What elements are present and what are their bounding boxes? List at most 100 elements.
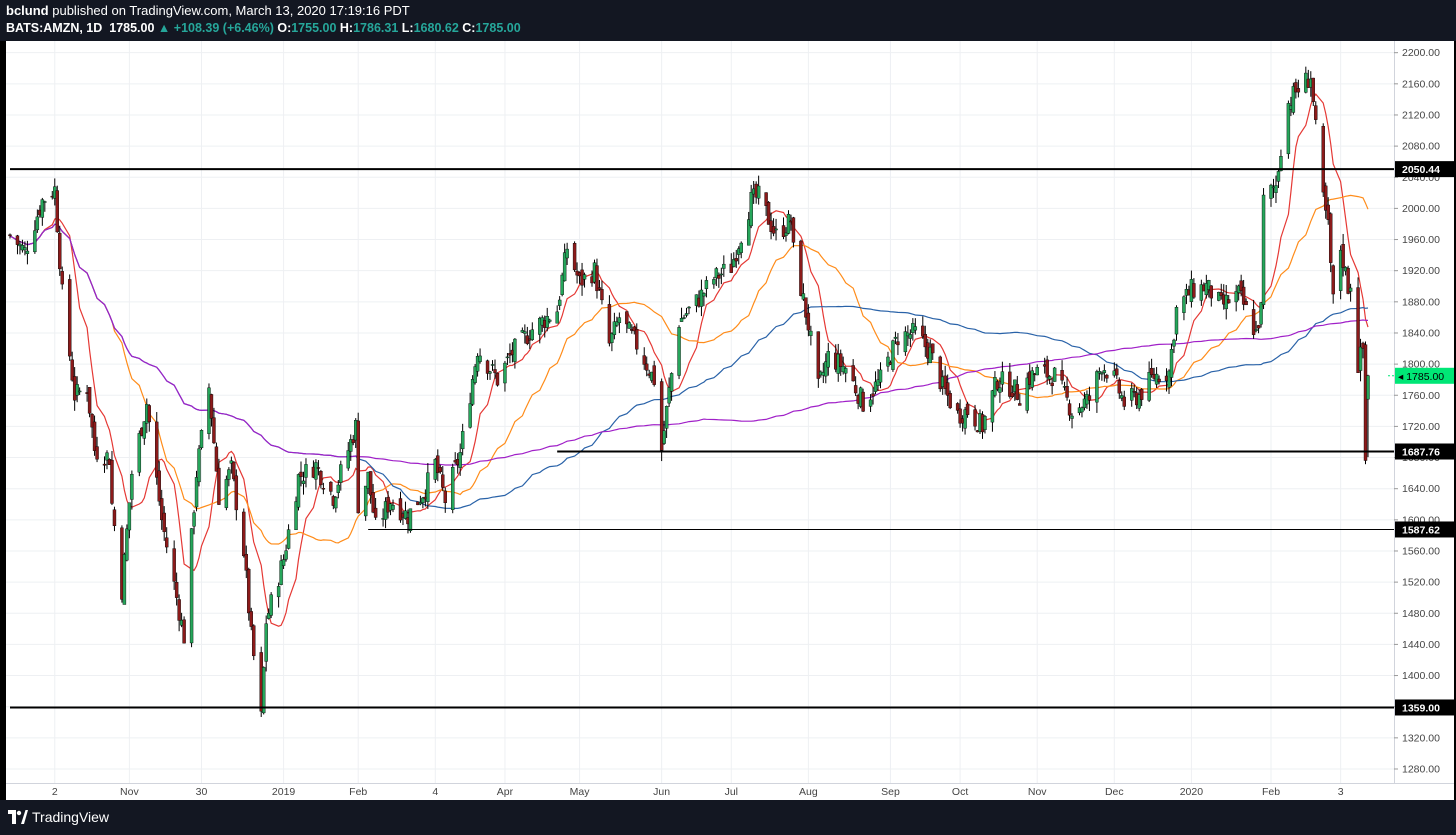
candle-body [368, 471, 373, 496]
candle-body [995, 381, 1000, 390]
candle-body [1291, 86, 1296, 113]
candle-body [746, 219, 751, 246]
level-price-box [1395, 699, 1454, 716]
candle-body [314, 462, 318, 480]
candle-body [214, 446, 219, 472]
candle-body [475, 356, 480, 372]
open-label: O: [277, 21, 292, 35]
candle-body [1209, 285, 1214, 299]
brand-name[interactable]: TradingView [32, 809, 110, 825]
candle-body [351, 439, 355, 443]
candle-body [878, 369, 883, 383]
candle-body [33, 230, 37, 253]
candle-body [284, 550, 288, 560]
time-tick-label: Sep [881, 786, 900, 798]
candle-body [75, 384, 79, 396]
price-tick-label: 1880.00 [1402, 296, 1440, 308]
candle-body [299, 471, 303, 478]
candle-body [1147, 372, 1151, 401]
candle-body [963, 409, 967, 429]
candle-body [669, 373, 674, 392]
candle-body [873, 381, 878, 392]
candle-body [861, 391, 865, 412]
candle-body [1169, 349, 1174, 378]
candle-body [597, 287, 602, 290]
candle-body [973, 409, 977, 427]
candle-body [485, 360, 490, 374]
candle-body [739, 242, 743, 253]
candle-body [363, 485, 368, 517]
candle-body [1130, 388, 1134, 401]
level-price-box [1395, 161, 1454, 178]
moving-average-line [9, 93, 1369, 627]
candle-body [1294, 82, 1298, 93]
level-price-label: 1587.62 [1402, 524, 1440, 536]
candle-body [1100, 372, 1104, 375]
level-price-box [1395, 521, 1454, 538]
candle-body [232, 461, 236, 480]
candle-body [349, 439, 353, 452]
moving-averages [9, 93, 1369, 627]
candle-body [460, 431, 465, 450]
moving-average-line [9, 223, 1369, 466]
price-chart[interactable]: 1280.001320.001360.001400.001440.001480.… [6, 41, 1454, 800]
candle-body [1052, 367, 1057, 382]
candle-body [1045, 359, 1049, 378]
candle-body [719, 273, 724, 276]
candle-body [764, 192, 768, 206]
candle-body [339, 464, 343, 483]
candle-body [495, 372, 500, 386]
tradingview-logo-icon [8, 810, 28, 824]
candle-body [667, 387, 671, 404]
candle-body [1276, 171, 1281, 182]
candles [8, 66, 1370, 718]
candle-body [197, 448, 201, 483]
candle-body [418, 502, 423, 505]
candle-body [1000, 371, 1005, 385]
candle-body [732, 259, 736, 267]
candle-body [1207, 279, 1211, 290]
candle-body [1065, 386, 1069, 398]
candle-body [662, 430, 666, 444]
candle-body [137, 433, 142, 473]
high-label: H: [339, 21, 354, 35]
candle-body [679, 318, 684, 322]
candle-body [304, 464, 308, 478]
candle-body [1095, 371, 1099, 403]
level-price-label: 1359.00 [1402, 702, 1440, 714]
time-tick-label: May [570, 786, 591, 798]
candle-body [545, 316, 549, 328]
candle-body [1356, 287, 1360, 373]
candle-body [809, 330, 813, 336]
candle-body [294, 501, 298, 531]
candle-body [15, 235, 20, 245]
chart-area[interactable]: 1280.001320.001360.001400.001440.001480.… [6, 41, 1454, 800]
candle-body [1259, 302, 1263, 325]
symbol-label[interactable]: BATS:AMZN, 1D [6, 21, 103, 35]
candle-body [1366, 375, 1370, 400]
candle-body [538, 317, 542, 335]
candle-body [329, 481, 333, 492]
price-tick-label: 1480.00 [1402, 608, 1440, 620]
grid-lines [6, 41, 1394, 783]
candle-body [102, 463, 107, 466]
author-name[interactable]: bclund [6, 3, 49, 18]
candle-body [562, 252, 567, 282]
high-value: 1786.31 [353, 21, 399, 35]
candle-body [908, 334, 913, 339]
candle-body [682, 317, 686, 319]
candle-body [1296, 88, 1301, 93]
candle-body [965, 403, 970, 415]
candle-body [408, 508, 413, 532]
candle-body [1279, 156, 1283, 172]
candle-body [43, 201, 47, 203]
candle-body [403, 510, 408, 519]
level-price-label: 1687.76 [1402, 447, 1440, 459]
moving-average-line [9, 223, 1369, 509]
candle-body [503, 362, 507, 384]
candle-body [704, 280, 709, 290]
candle-body [192, 512, 196, 527]
candle-body [279, 560, 283, 585]
candle-body [441, 474, 445, 488]
candle-body [913, 326, 918, 331]
